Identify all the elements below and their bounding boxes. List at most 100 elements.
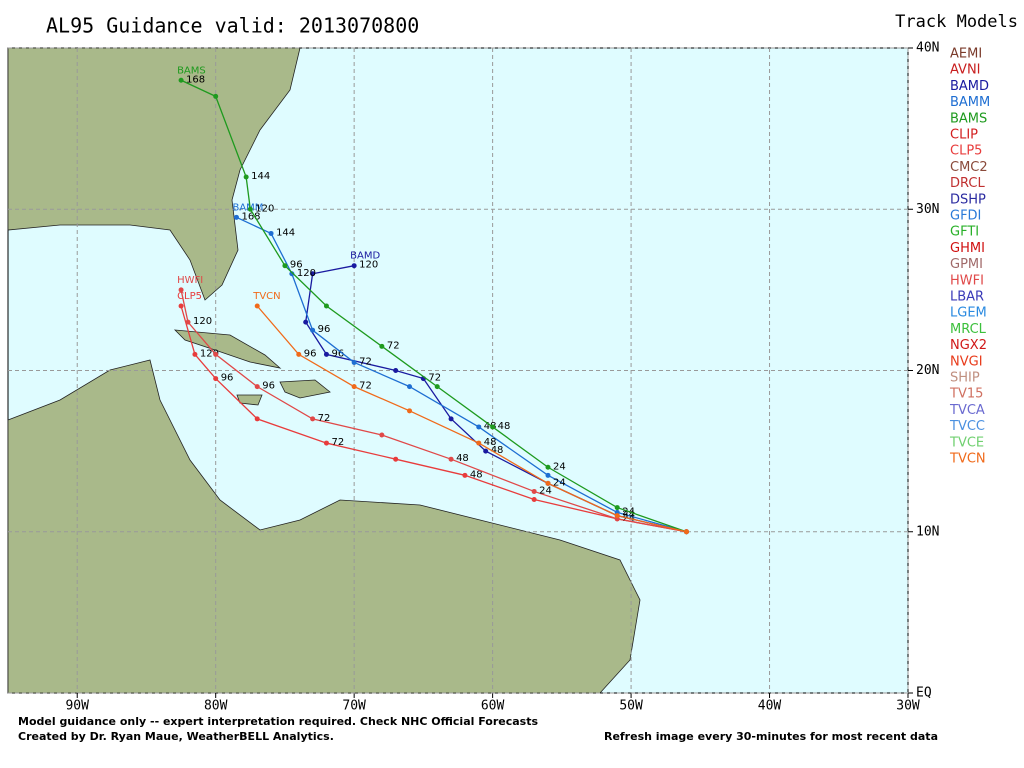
hour-label: 72	[428, 373, 441, 384]
legend-entry: NGX2	[950, 338, 987, 353]
track-point	[351, 263, 357, 269]
track-point	[323, 351, 329, 357]
legend-entry: BAMS	[950, 111, 987, 126]
legend-entry: GFTI	[950, 225, 979, 240]
hour-label: 120	[193, 316, 212, 327]
hour-label: 96	[290, 260, 303, 271]
track-point	[289, 271, 295, 277]
legend-entry: HWFI	[950, 273, 984, 288]
x-tick-label: 70W	[342, 699, 366, 714]
track-point	[243, 174, 249, 180]
track-point	[323, 303, 329, 309]
hour-label: 48	[484, 437, 497, 448]
track-point	[448, 416, 454, 422]
hour-label: 72	[359, 381, 372, 392]
hour-label: 72	[331, 437, 344, 448]
track-line	[180, 79, 687, 533]
hour-label: 24	[539, 485, 552, 496]
track-line	[256, 305, 687, 533]
legend-entry: CLP5	[950, 144, 982, 159]
cuba	[173, 329, 282, 369]
track-point	[282, 263, 288, 269]
track-point	[531, 497, 537, 502]
track-point	[462, 472, 468, 478]
hour-label: 120	[255, 203, 274, 214]
track-point	[178, 287, 184, 293]
track-point	[178, 303, 184, 309]
track-line	[236, 216, 687, 533]
track-point	[407, 384, 413, 390]
track-point	[185, 319, 191, 325]
track-point	[310, 271, 316, 277]
hour-label: 72	[359, 356, 372, 367]
legend-entry: TVCE	[949, 435, 984, 450]
legend-entry: GHMI	[950, 241, 985, 256]
x-tick-label: 80W	[204, 699, 228, 714]
hour-label: 48	[456, 453, 469, 464]
track-point	[351, 384, 357, 390]
track-point	[483, 448, 489, 454]
footer-refresh: Refresh image every 30-minutes for most …	[604, 730, 938, 743]
track-point	[268, 230, 274, 236]
legend-entry: MRCL	[950, 322, 987, 337]
track-point	[310, 327, 316, 333]
y-tick-label: 10N	[916, 524, 939, 539]
legend-entry: BAMM	[950, 95, 990, 110]
track-name: HWFI	[177, 275, 203, 286]
hour-label: 144	[276, 227, 295, 238]
legend-entry: DRCL	[950, 176, 985, 191]
legend-entry: CLIP	[950, 128, 978, 143]
track-point	[434, 384, 440, 390]
track-point	[476, 440, 482, 446]
legend-title: Track Models	[895, 12, 1018, 32]
hour-label: 48	[498, 421, 511, 432]
hour-label: 120	[359, 260, 378, 271]
track-point	[310, 416, 316, 422]
legend-entry: TV15	[949, 387, 983, 402]
track-point	[247, 206, 253, 212]
central-south-america	[7, 359, 641, 694]
track-point	[254, 384, 260, 390]
legend-entry: GPMI	[950, 257, 983, 272]
north-america	[7, 47, 301, 301]
track-point	[213, 376, 219, 382]
track-point	[448, 456, 454, 462]
x-tick-label: 30W	[896, 699, 920, 714]
legend-entry: LBAR	[950, 290, 984, 305]
track-name: BAMD	[350, 251, 380, 262]
legend-entry: BAMD	[950, 79, 989, 94]
track-name: CLP5	[177, 291, 202, 302]
hour-label: 168	[186, 74, 205, 85]
legend-entry: NVGI	[950, 354, 983, 369]
x-tick-label: 90W	[65, 699, 89, 714]
hour-label: 72	[387, 340, 400, 351]
track-point	[303, 319, 309, 325]
track-name: BAMS	[177, 65, 206, 76]
track-line	[180, 305, 687, 533]
legend-entry: DSHP	[950, 192, 986, 207]
y-tick-label: 30N	[916, 202, 939, 217]
legend-entry: TVCN	[949, 452, 986, 467]
legend-entry: SHIP	[950, 371, 980, 386]
track-point	[393, 456, 399, 462]
x-tick-label: 50W	[619, 699, 643, 714]
hour-label: 96	[318, 324, 331, 335]
legend-entry: CMC2	[950, 160, 988, 175]
track-point	[213, 351, 219, 357]
track-point	[192, 351, 198, 357]
hour-label: 96	[304, 348, 317, 359]
legend-entry: AVNI	[950, 63, 981, 78]
track-point	[531, 488, 537, 494]
track-point	[351, 359, 357, 365]
track-point	[545, 472, 551, 478]
track-point	[213, 93, 219, 99]
hour-label: 96	[262, 381, 275, 392]
hispaniola	[279, 379, 331, 399]
track-point	[614, 505, 620, 511]
legend-entry: AEMI	[950, 47, 982, 62]
map-title: AL95 Guidance valid: 2013070800	[46, 14, 419, 38]
legend-entry: TVCA	[949, 403, 985, 418]
hour-label: 96	[331, 348, 344, 359]
y-tick-label: 20N	[916, 363, 939, 378]
